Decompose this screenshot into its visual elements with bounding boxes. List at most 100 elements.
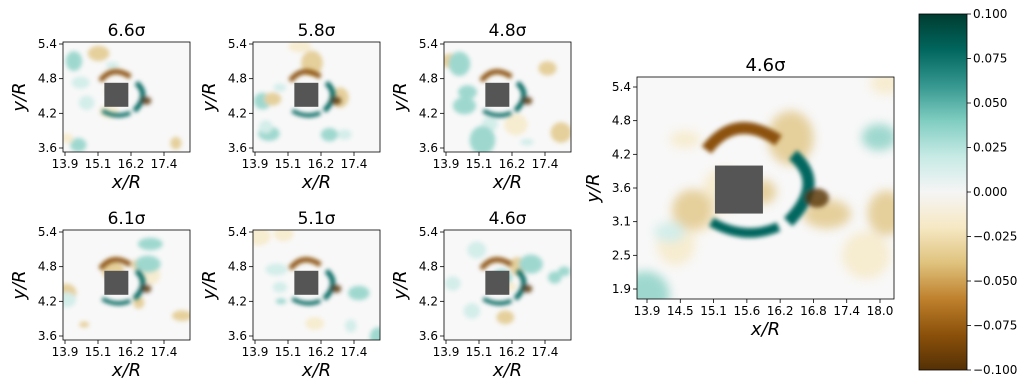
- panel-title: 6.6σ: [108, 21, 146, 41]
- vortex-shear-brown: [701, 122, 782, 154]
- x-tick-label: 17.4: [341, 157, 368, 171]
- flow-blob: [845, 245, 867, 259]
- flow-blob: [458, 85, 478, 100]
- panel-6: 4.6σ 13.9 15.1 16.2 17.4 5.4 4.8 4.2 3.6 x/R y/R: [390, 209, 572, 381]
- flow-blob: [869, 77, 894, 95]
- x-tick-label: 16.2: [499, 345, 526, 359]
- plot-frame: [62, 229, 191, 341]
- x-tick-label: 17.4: [151, 157, 178, 171]
- y-tick-label: 4.8: [38, 260, 57, 274]
- y-tick-label: 3.6: [38, 141, 57, 155]
- vortex-core: [141, 96, 152, 105]
- panel-title: 6.1σ: [108, 209, 146, 229]
- vortex-shear-brown: [288, 69, 322, 83]
- vortex-shear-brown: [98, 257, 132, 271]
- colorbar: 0.100 0.075 0.050 0.025 0.000 −0.025 −0.050 −0.…: [918, 7, 1017, 377]
- plot-frame: [443, 41, 572, 153]
- x-tick-label: 17.4: [151, 345, 178, 359]
- flow-blob: [348, 285, 370, 301]
- panel-title: 5.1σ: [298, 209, 336, 229]
- flow-blob: [288, 42, 312, 53]
- x-axis-label: x/R: [492, 360, 522, 381]
- y-tick-label: 4.8: [612, 114, 631, 128]
- flow-blob: [273, 230, 294, 242]
- flow-blob: [70, 137, 87, 152]
- colorbar-tick-label: −0.025: [973, 230, 1017, 244]
- panel-4: 6.1σ 13.9 15.1 16.2 17.4 5.4 4.8 4.2 3.6 x/R y/R: [9, 209, 191, 381]
- flow-blob: [79, 321, 90, 328]
- y-tick-label: 3.6: [612, 181, 631, 195]
- y-axis-label: y/R: [9, 82, 30, 112]
- panel-title: 4.8σ: [489, 21, 527, 41]
- x-tick-label: 15.1: [85, 157, 112, 171]
- x-tick-label: 15.1: [466, 157, 493, 171]
- vortex-core: [331, 96, 342, 105]
- y-tick-label: 4.2: [228, 106, 247, 120]
- panel-2: 5.8σ 13.9 15.1 16.2 17.4 5.4 4.8 4.2 3.6 x/R y/R: [199, 21, 381, 193]
- obstacle-square: [485, 82, 510, 107]
- x-tick-label: 13.9: [242, 157, 269, 171]
- vortex-shear-teal: [101, 109, 132, 118]
- y-tick-label: 4.2: [419, 294, 438, 308]
- flow-blob: [305, 316, 325, 330]
- colorbar-tick-label: 0.100: [973, 7, 1007, 21]
- vortex-shear-teal: [291, 109, 322, 118]
- y-tick-label: 5.4: [228, 225, 247, 239]
- vortex-shear-teal: [322, 80, 336, 113]
- x-axis-label: x/R: [301, 172, 331, 193]
- vortex-shear-teal: [482, 297, 513, 306]
- y-tick-label: 5.4: [419, 37, 438, 51]
- flow-blob: [653, 221, 686, 243]
- y-tick-label: 5.4: [228, 37, 247, 51]
- plot-frame: [252, 41, 381, 153]
- flow-blob: [258, 120, 273, 134]
- x-tick-label: 16.2: [308, 345, 335, 359]
- y-tick-label: 4.8: [228, 260, 247, 274]
- vortex-core: [522, 284, 533, 293]
- x-tick-label: 16.2: [308, 157, 335, 171]
- x-tick-label: 16.2: [118, 157, 145, 171]
- vortex-shear-teal: [132, 268, 146, 301]
- x-tick-label: 15.1: [275, 157, 302, 171]
- flow-blob: [275, 298, 287, 305]
- y-axis-label: y/R: [390, 270, 411, 300]
- x-tick-label: 15.1: [85, 345, 112, 359]
- x-tick-label: 16.2: [499, 157, 526, 171]
- vortex-shear-teal: [783, 150, 815, 227]
- y-axis-label: y/R: [9, 270, 30, 300]
- vortex-core: [141, 284, 152, 293]
- flow-blob: [550, 122, 571, 143]
- panel-5: 5.1σ 13.9 15.1 16.2 17.4 5.4 4.8 4.2 3.6 x/R y/R: [199, 209, 381, 381]
- vortex-shear-teal: [101, 297, 132, 306]
- flow-blob: [78, 95, 95, 111]
- y-tick-label: 5.4: [419, 225, 438, 239]
- flow-blob: [767, 110, 814, 166]
- flow-blob: [452, 97, 477, 115]
- colorbar-gradient: [918, 13, 968, 371]
- y-tick-label: 3.6: [228, 329, 247, 343]
- vortex-shear-teal: [132, 80, 146, 113]
- obstacle-square: [714, 165, 763, 214]
- flow-blob: [63, 292, 77, 308]
- flow-blob: [135, 255, 161, 273]
- y-tick-label: 4.2: [612, 147, 631, 161]
- flow-blob: [444, 276, 461, 291]
- colorbar-tick-label: −0.075: [973, 319, 1017, 333]
- vortex-shear-brown: [288, 257, 322, 271]
- y-tick-label: 5.4: [38, 225, 57, 239]
- flow-blob: [520, 138, 534, 146]
- panel-title: 5.8σ: [298, 21, 336, 41]
- flow-blob: [345, 319, 357, 333]
- y-tick-label: 3.6: [228, 141, 247, 155]
- vortex-shear-brown: [479, 69, 513, 83]
- x-tick-label: 13.9: [52, 157, 79, 171]
- y-tick-label: 4.8: [38, 72, 57, 86]
- x-axis-label: x/R: [492, 172, 522, 193]
- flow-blob: [867, 190, 894, 236]
- flow-blob: [842, 231, 891, 280]
- x-tick-label: 17.4: [341, 345, 368, 359]
- flow-blob: [637, 271, 670, 299]
- vortex-shear-teal: [291, 297, 322, 306]
- colorbar-tick-label: −0.100: [973, 363, 1017, 377]
- flow-blob: [65, 51, 83, 71]
